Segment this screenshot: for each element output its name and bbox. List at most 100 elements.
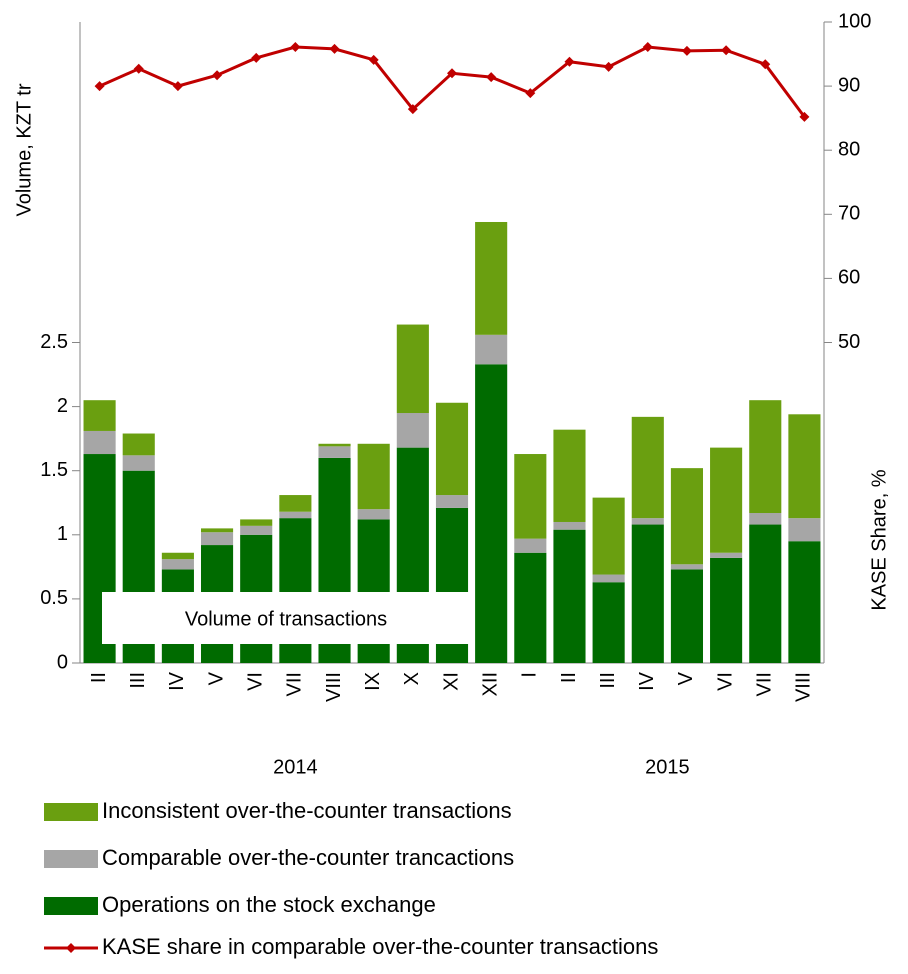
legend-label: Operations on the stock exchange: [102, 892, 436, 917]
annotation: Volume of transactions: [185, 608, 387, 630]
y2-tick-label: 80: [838, 138, 860, 160]
line-marker: [329, 43, 340, 54]
legend-label: Inconsistent over-the-counter transactio…: [102, 798, 512, 823]
y2-tick-label: 50: [838, 331, 860, 353]
x-tick-label: X: [401, 672, 423, 685]
x-tick-label: IV: [636, 671, 658, 691]
bar-segment: [83, 400, 116, 431]
x-tick-label: VII: [754, 672, 776, 696]
legend-label: Comparable over-the-counter trancactions: [102, 845, 514, 870]
bar-segment: [357, 443, 390, 510]
line-marker: [407, 104, 418, 115]
line-marker: [760, 59, 771, 70]
legend-swatch: [44, 803, 98, 821]
y2-tick-label: 100: [838, 10, 871, 32]
bar-segment: [514, 552, 547, 663]
annotation-box: [102, 592, 470, 644]
bar-segment: [553, 429, 586, 522]
bar-segment: [161, 559, 194, 570]
legend-marker: [66, 943, 76, 953]
bar-segment: [592, 497, 625, 575]
y-tick-label: 1: [57, 523, 68, 545]
bar-segment: [83, 430, 116, 455]
bar-segment: [200, 528, 234, 533]
y-tick-label: 2.5: [40, 331, 68, 353]
x-group-label: 2014: [273, 756, 318, 778]
y-tick-label: 1.5: [40, 459, 68, 481]
x-tick-label: III: [127, 672, 149, 689]
y-tick-label: 0.5: [40, 587, 68, 609]
bar-segment: [788, 541, 821, 663]
bar-segment: [749, 513, 782, 525]
bar-segment: [514, 538, 547, 553]
x-group-label: 2015: [645, 756, 690, 778]
x-tick-label: V: [205, 671, 227, 685]
y-tick-label: 0: [57, 651, 68, 673]
line-marker: [525, 88, 536, 99]
x-tick-label: XII: [479, 672, 501, 696]
line-marker: [564, 56, 575, 67]
bar-segment: [788, 518, 821, 542]
line-marker: [447, 68, 457, 79]
bar-segment: [122, 455, 155, 471]
bar-segment: [710, 557, 743, 663]
x-tick-label: VII: [284, 672, 306, 696]
bar-segment: [318, 446, 351, 458]
y2-tick-label: 90: [838, 74, 860, 96]
bar-segment: [435, 495, 469, 508]
bar-segment: [749, 524, 782, 663]
bar-segment: [357, 509, 390, 520]
bar-segment: [240, 525, 273, 535]
x-tick-label: I: [519, 672, 541, 678]
x-tick-label: IV: [166, 671, 188, 691]
bar-segment: [514, 454, 547, 539]
line-marker: [251, 52, 262, 63]
line-marker: [642, 41, 653, 52]
x-tick-label: II: [558, 672, 580, 683]
bar-segment: [475, 221, 508, 335]
line-marker: [368, 54, 379, 65]
x-tick-label: VI: [244, 672, 266, 691]
bar-segment: [670, 564, 704, 570]
x-tick-label: V: [675, 671, 697, 685]
bar-segment: [710, 447, 743, 553]
y2-tick-label: 60: [838, 267, 860, 289]
legend-swatch: [44, 850, 98, 868]
line-marker: [721, 45, 732, 56]
x-tick-label: VIII: [793, 672, 815, 702]
bar-segment: [553, 521, 586, 530]
legend-label: KASE share in comparable over-the-counte…: [102, 934, 658, 959]
y2-tick-label: 70: [838, 203, 860, 225]
bar-segment: [788, 414, 821, 519]
x-tick-label: IX: [362, 672, 384, 691]
bar-segment: [318, 443, 351, 447]
y-axis-label: Volume, KZT tr: [13, 83, 35, 216]
x-tick-label: XI: [440, 672, 462, 691]
line-marker: [94, 81, 105, 92]
bar-segment: [396, 413, 429, 448]
bar-segment: [592, 574, 625, 583]
bar-segment: [161, 552, 194, 560]
bar-segment: [631, 518, 664, 525]
line-marker: [212, 70, 223, 81]
x-tick-label: III: [597, 672, 619, 689]
line-marker: [799, 111, 810, 122]
line-marker: [172, 81, 183, 92]
y-tick-label: 2: [57, 395, 68, 417]
legend-swatch: [44, 897, 98, 915]
bar-segment: [670, 569, 704, 663]
x-tick-label: VI: [714, 672, 736, 691]
bar-segment: [396, 324, 429, 414]
bar-segment: [670, 468, 704, 565]
bar-segment: [475, 334, 508, 365]
y2-axis-label: KASE Share, %: [868, 469, 890, 610]
bar-segment: [631, 416, 664, 519]
bar-segment: [592, 582, 625, 663]
bar-segment: [553, 529, 586, 663]
x-tick-label: VIII: [323, 672, 345, 702]
bar-segment: [279, 511, 312, 519]
bar-segment: [710, 552, 743, 558]
bar-segment: [435, 402, 469, 496]
bar-segment: [240, 519, 273, 526]
